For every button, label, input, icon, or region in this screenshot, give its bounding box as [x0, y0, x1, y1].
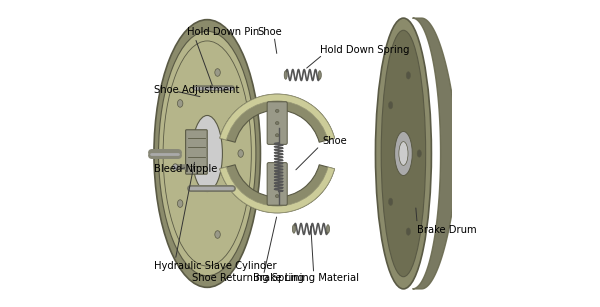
Ellipse shape	[275, 172, 279, 175]
Ellipse shape	[275, 122, 279, 125]
Text: Hold Down Pin: Hold Down Pin	[187, 27, 260, 37]
Ellipse shape	[275, 182, 279, 185]
Ellipse shape	[395, 131, 412, 176]
FancyBboxPatch shape	[185, 130, 207, 174]
Ellipse shape	[173, 164, 178, 170]
Ellipse shape	[215, 231, 220, 238]
Ellipse shape	[399, 142, 408, 165]
Text: Shoe Returning Spring: Shoe Returning Spring	[192, 273, 304, 283]
Ellipse shape	[381, 30, 425, 277]
Ellipse shape	[238, 150, 244, 157]
Text: Bleed Nipple: Bleed Nipple	[154, 164, 217, 174]
Wedge shape	[220, 94, 334, 140]
Wedge shape	[220, 94, 334, 142]
Ellipse shape	[275, 134, 279, 137]
Text: Hydraulic Slave Cylinder: Hydraulic Slave Cylinder	[154, 261, 277, 271]
Ellipse shape	[154, 20, 260, 287]
Ellipse shape	[178, 200, 183, 207]
Text: Shoe Adjustment: Shoe Adjustment	[154, 85, 239, 95]
Ellipse shape	[292, 225, 295, 233]
Ellipse shape	[318, 71, 321, 79]
Text: Brake Drum: Brake Drum	[417, 224, 477, 235]
Ellipse shape	[406, 72, 410, 79]
Ellipse shape	[158, 31, 256, 276]
Text: Brake Lining Material: Brake Lining Material	[253, 273, 359, 283]
Ellipse shape	[275, 195, 279, 198]
Ellipse shape	[389, 198, 393, 205]
FancyBboxPatch shape	[267, 163, 287, 205]
Ellipse shape	[389, 102, 393, 109]
Ellipse shape	[326, 225, 329, 233]
Text: Shoe: Shoe	[323, 136, 347, 146]
Ellipse shape	[376, 18, 431, 289]
Ellipse shape	[215, 69, 220, 76]
Text: Hold Down Spring: Hold Down Spring	[320, 45, 409, 55]
Ellipse shape	[284, 71, 287, 79]
Ellipse shape	[417, 150, 421, 157]
FancyBboxPatch shape	[267, 102, 287, 144]
Ellipse shape	[406, 228, 410, 235]
Ellipse shape	[275, 109, 279, 112]
Ellipse shape	[178, 100, 183, 107]
Text: Shoe: Shoe	[257, 27, 282, 37]
Ellipse shape	[192, 115, 223, 192]
Wedge shape	[220, 165, 334, 213]
Polygon shape	[413, 18, 458, 289]
Wedge shape	[220, 167, 334, 213]
